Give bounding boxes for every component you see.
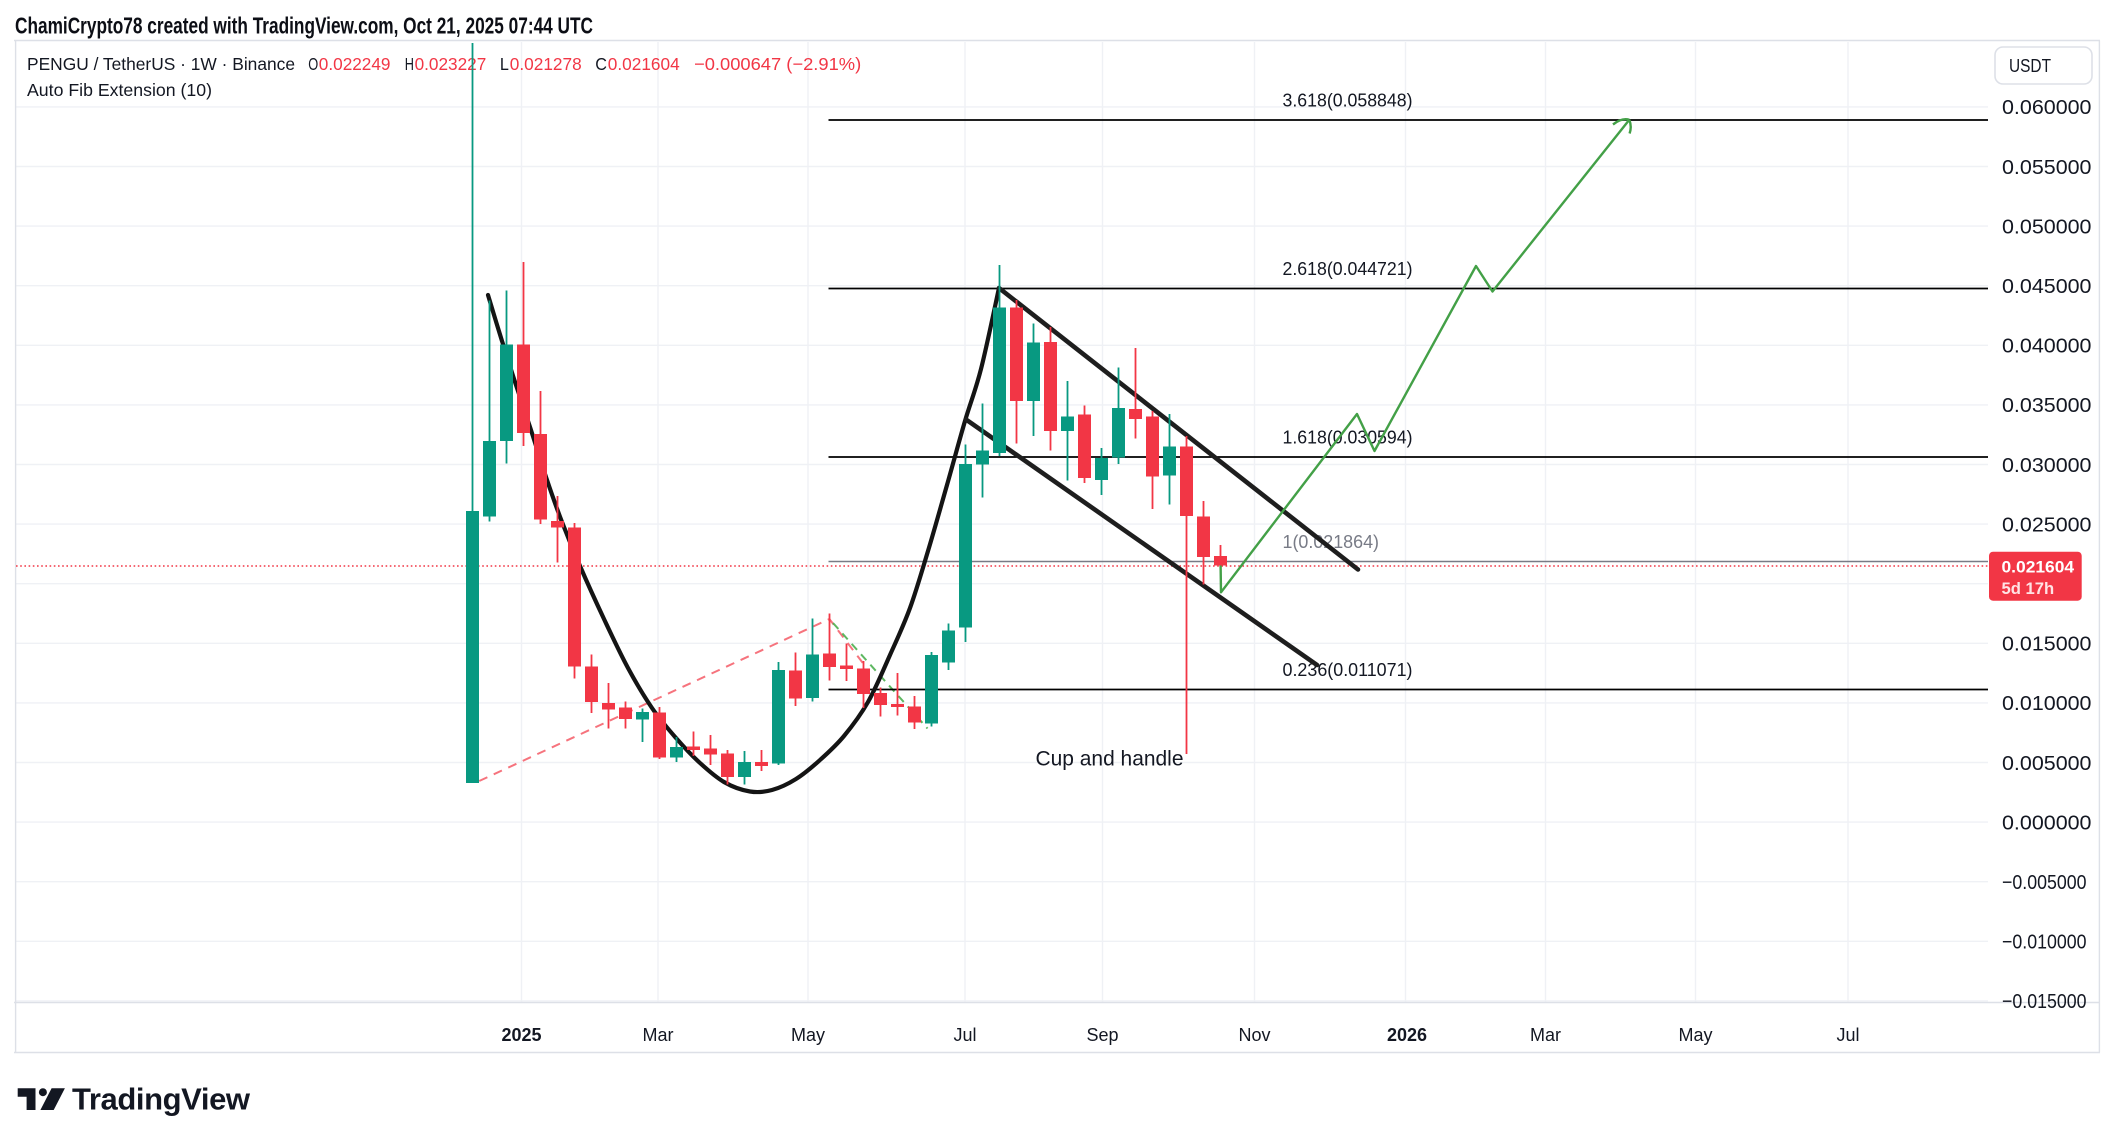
svg-text:−0.015000: −0.015000: [2002, 990, 2087, 1013]
svg-text:2026: 2026: [1387, 1025, 1427, 1045]
svg-text:0.010000: 0.010000: [2002, 692, 2092, 715]
svg-text:0.005000: 0.005000: [2002, 752, 2092, 775]
svg-text:5d 17h: 5d 17h: [2002, 580, 2055, 598]
svg-text:Jul: Jul: [953, 1025, 976, 1045]
svg-text:0.055000: 0.055000: [2002, 156, 2092, 179]
svg-text:3.618(0.058848): 3.618(0.058848): [1283, 90, 1413, 111]
svg-text:2025: 2025: [501, 1025, 541, 1045]
svg-text:1.618(0.030594): 1.618(0.030594): [1283, 427, 1413, 448]
svg-text:C: C: [595, 54, 607, 74]
svg-text:0.030000: 0.030000: [2002, 454, 2092, 477]
svg-text:Sep: Sep: [1086, 1025, 1118, 1045]
svg-text:Nov: Nov: [1238, 1025, 1270, 1045]
svg-text:0.040000: 0.040000: [2002, 335, 2092, 358]
svg-text:0.022249: 0.022249: [319, 54, 391, 74]
svg-text:−0.010000: −0.010000: [2002, 931, 2087, 954]
svg-text:PENGU / TetherUS · 1W · Binanc: PENGU / TetherUS · 1W · Binance: [27, 54, 295, 74]
svg-text:0.000000: 0.000000: [2002, 811, 2092, 834]
svg-text:0.023227: 0.023227: [415, 54, 487, 74]
svg-text:0.021278: 0.021278: [510, 54, 582, 74]
svg-text:0.045000: 0.045000: [2002, 275, 2092, 298]
svg-text:2.618(0.044721): 2.618(0.044721): [1283, 258, 1413, 279]
svg-text:USDT: USDT: [2009, 56, 2051, 76]
svg-text:0.015000: 0.015000: [2002, 633, 2092, 656]
svg-text:0.060000: 0.060000: [2002, 96, 2092, 119]
svg-text:Mar: Mar: [1530, 1025, 1561, 1045]
svg-text:−0.005000: −0.005000: [2002, 871, 2087, 894]
svg-text:−0.000647 (−2.91%): −0.000647 (−2.91%): [694, 54, 861, 74]
svg-text:ChamiCrypto78 created with Tra: ChamiCrypto78 created with TradingView.c…: [15, 13, 593, 39]
svg-text:1(0.021864): 1(0.021864): [1283, 531, 1380, 552]
svg-text:H: H: [405, 54, 414, 74]
svg-text:0.050000: 0.050000: [2002, 215, 2092, 238]
svg-text:O: O: [308, 54, 318, 74]
svg-text:Auto Fib Extension (10): Auto Fib Extension (10): [27, 80, 212, 100]
svg-text:L: L: [500, 54, 509, 74]
svg-text:0.021604: 0.021604: [2002, 557, 2075, 576]
svg-text:Cup and handle: Cup and handle: [1036, 748, 1184, 771]
svg-text:0.021604: 0.021604: [608, 54, 680, 74]
svg-text:0.236(0.011071): 0.236(0.011071): [1283, 659, 1413, 680]
svg-text:Jul: Jul: [1836, 1025, 1859, 1045]
svg-text:0.025000: 0.025000: [2002, 513, 2092, 536]
svg-text:0.035000: 0.035000: [2002, 394, 2092, 417]
svg-text:Mar: Mar: [643, 1025, 674, 1045]
svg-text:May: May: [791, 1025, 825, 1045]
svg-text:May: May: [1678, 1025, 1712, 1045]
svg-text:TradingView: TradingView: [72, 1082, 251, 1117]
